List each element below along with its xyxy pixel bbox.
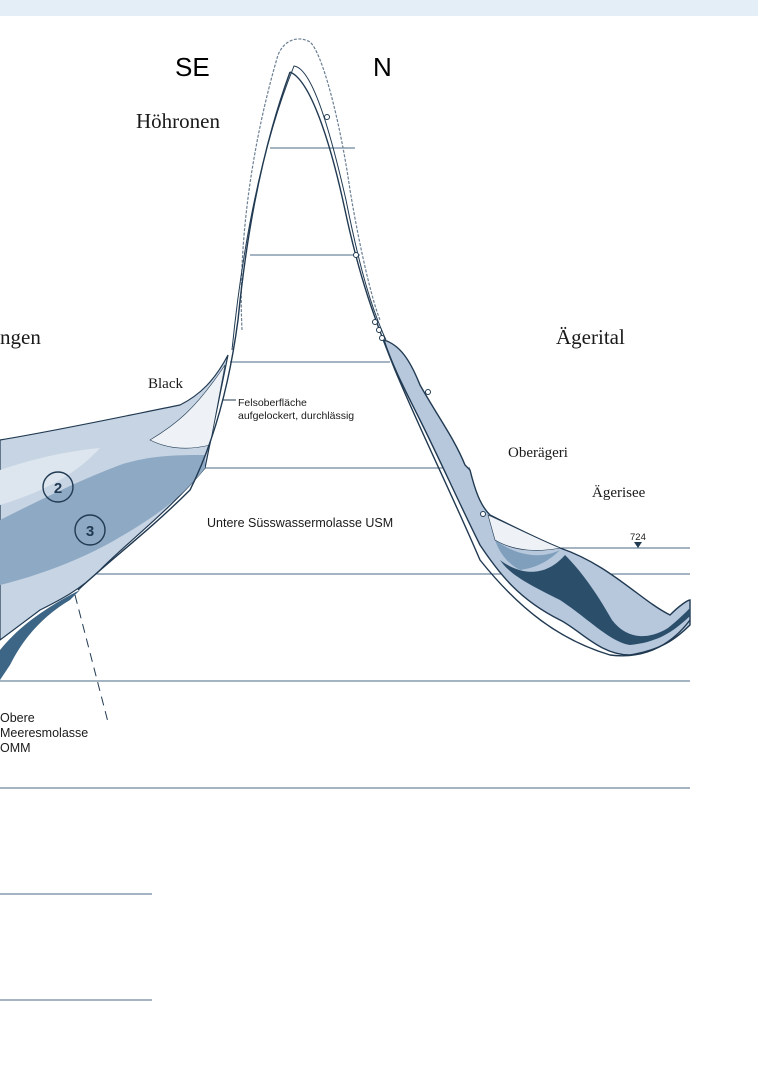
marker-2: 2 (42, 471, 74, 503)
right-gravel (487, 514, 562, 551)
left-mid-band (0, 455, 205, 585)
village-label: Oberägeri (508, 445, 568, 461)
peak-label: Höhronen (136, 109, 220, 133)
left-place-label: ngen (0, 325, 41, 349)
survey-point (324, 114, 330, 120)
omm-label-3: OMM (0, 741, 31, 755)
lake-level-triangle (634, 542, 642, 548)
left-gravel-wedge (149, 364, 226, 449)
omm-boundary-dashed (74, 594, 109, 723)
direction-label-se: SE (175, 52, 210, 82)
marker-3: 3 (74, 514, 106, 546)
survey-point (372, 319, 378, 325)
geological-cross-section: 2 3 SE N Höhronen ngen Ägerital Black Fe… (0, 38, 691, 1001)
survey-point (379, 335, 385, 341)
survey-point (425, 389, 431, 395)
omm-label-1: Obere (0, 711, 35, 725)
left-dark-band (0, 590, 80, 680)
right-dark-layer (500, 555, 690, 645)
top-bar (0, 0, 758, 16)
direction-label-n: N (373, 52, 392, 82)
lake-label: Ägerisee (592, 484, 646, 501)
bedrock-surface-right (289, 71, 691, 657)
weathered-zone-outline (240, 38, 381, 331)
survey-point (353, 252, 359, 258)
black-label: Black (148, 376, 183, 392)
bedrock-surface-left-inner (231, 65, 387, 351)
usm-label: Untere Süsswassermolasse USM (207, 516, 393, 530)
survey-point (74, 514, 106, 546)
survey-point (42, 471, 74, 503)
survey-point (376, 327, 382, 333)
left-light-band (0, 448, 100, 505)
valley-label: Ägerital (556, 325, 625, 349)
survey-point (480, 511, 486, 517)
rock-surface-label-2: aufgelockert, durchlässig (238, 410, 354, 422)
right-mid-layer (495, 540, 560, 570)
marker-3-label: 3 (86, 523, 94, 540)
omm-label-2: Meeresmolasse (0, 726, 88, 740)
rock-surface-label-1: Felsoberfläche (238, 397, 307, 409)
marker-2-label: 2 (54, 480, 62, 497)
lake-level-label: 724 (630, 532, 646, 543)
right-slope-deposit (382, 338, 691, 656)
